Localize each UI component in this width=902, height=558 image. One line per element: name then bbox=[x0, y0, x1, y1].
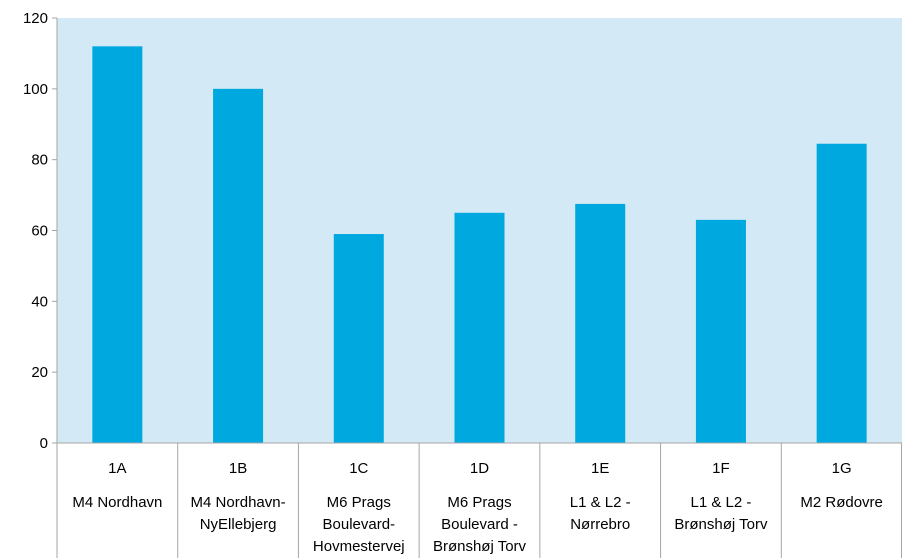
category-code-1A: 1A bbox=[108, 460, 126, 477]
category-label-1C: Boulevard- bbox=[323, 516, 396, 533]
bar-1E bbox=[575, 203, 626, 443]
bar-1A bbox=[92, 46, 143, 443]
x-axis: 1A M4 Nordhavn 1B M4 Nordhavn- NyEllebjerg 1C… bbox=[56, 442, 902, 558]
y-axis: 0 20 40 60 80 100 120 bbox=[23, 10, 58, 452]
category-label-1E: Nørrebro bbox=[570, 516, 630, 533]
category-label-1D: Boulevard - bbox=[441, 516, 518, 533]
category-label-1B: NyEllebjerg bbox=[200, 516, 277, 533]
y-tick-label: 0 bbox=[40, 435, 48, 452]
category-code-1D: 1D bbox=[470, 460, 489, 477]
category-label-1F: L1 & L2 - bbox=[690, 494, 751, 511]
y-tick-label: 40 bbox=[31, 293, 48, 310]
category-label-1A: M4 Nordhavn bbox=[72, 494, 162, 511]
y-tick-label: 20 bbox=[31, 364, 48, 381]
category-label-1G: M2 Rødovre bbox=[800, 494, 883, 511]
bar-1C bbox=[333, 234, 384, 443]
bar-1B bbox=[213, 88, 264, 443]
bars-group bbox=[92, 46, 867, 443]
category-label-1D: Brønshøj Torv bbox=[433, 538, 527, 555]
category-label-1D: M6 Prags bbox=[447, 494, 511, 511]
category-label-1E: L1 & L2 - bbox=[570, 494, 631, 511]
bar-1F bbox=[695, 219, 746, 443]
y-tick-label: 100 bbox=[23, 81, 48, 98]
category-code-1G: 1G bbox=[832, 460, 852, 477]
y-tick-label: 60 bbox=[31, 223, 48, 240]
category-label-1C: M6 Prags bbox=[327, 494, 391, 511]
category-code-1F: 1F bbox=[712, 460, 730, 477]
bar-1D bbox=[454, 212, 505, 443]
category-code-1E: 1E bbox=[591, 460, 609, 477]
category-code-1B: 1B bbox=[229, 460, 247, 477]
y-tick-label: 120 bbox=[23, 10, 48, 27]
category-label-1F: Brønshøj Torv bbox=[674, 516, 768, 533]
bar-1G bbox=[816, 143, 867, 443]
y-tick-label: 80 bbox=[31, 152, 48, 169]
category-label-1C: Hovmestervej bbox=[313, 538, 405, 555]
category-code-1C: 1C bbox=[349, 460, 368, 477]
category-label-1B: M4 Nordhavn- bbox=[191, 494, 286, 511]
